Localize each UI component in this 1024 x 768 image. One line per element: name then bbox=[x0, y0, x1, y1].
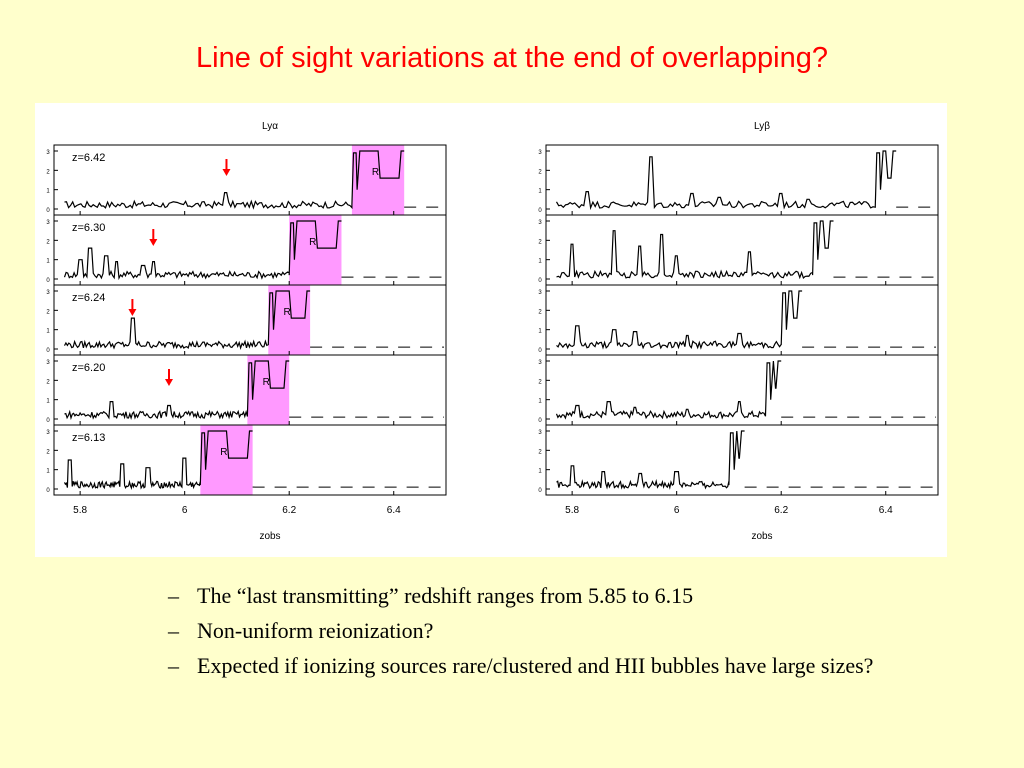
y-tick-label: 1 bbox=[46, 469, 50, 475]
shade-label: R bbox=[283, 307, 290, 318]
bullet-text: The “last transmitting” redshift ranges … bbox=[197, 583, 694, 608]
y-tick-label: 3 bbox=[538, 150, 542, 156]
y-tick-label: 1 bbox=[538, 189, 542, 195]
y-tick-label: 0 bbox=[538, 488, 542, 494]
shade-label: R bbox=[309, 237, 316, 248]
y-tick-label: 1 bbox=[538, 329, 542, 335]
row-frame bbox=[53, 424, 447, 496]
y-tick-label: 1 bbox=[46, 189, 50, 195]
y-tick-label: 2 bbox=[46, 379, 50, 385]
bullet-item: – Non-uniform reionization? bbox=[168, 613, 948, 648]
bullet-text: Expected if ionizing sources rare/cluste… bbox=[197, 653, 874, 678]
spectrum-line bbox=[64, 360, 290, 421]
arrow-head bbox=[128, 309, 137, 316]
spectrum-line bbox=[63, 220, 342, 281]
x-tick-label: 5.8 bbox=[565, 505, 579, 516]
y-tick-label: 0 bbox=[46, 418, 50, 424]
y-tick-label: 2 bbox=[538, 239, 542, 245]
x-tick-label: 6 bbox=[674, 505, 680, 516]
arrow-head bbox=[149, 239, 158, 246]
y-tick-label: 2 bbox=[46, 449, 50, 455]
y-tick-label: 2 bbox=[538, 449, 542, 455]
y-tick-label: 3 bbox=[46, 360, 50, 366]
y-tick-label: 0 bbox=[538, 418, 542, 424]
y-tick-label: 0 bbox=[46, 208, 50, 214]
y-tick-label: 1 bbox=[538, 259, 542, 265]
y-tick-label: 0 bbox=[538, 278, 542, 284]
arrow-head bbox=[222, 169, 231, 176]
shade-label: R bbox=[372, 167, 379, 178]
y-tick-label: 1 bbox=[538, 399, 542, 405]
y-tick-label: 0 bbox=[538, 208, 542, 214]
panel-title: Lyα bbox=[262, 121, 278, 132]
y-tick-label: 2 bbox=[46, 309, 50, 315]
redshift-label: z=6.42 bbox=[72, 152, 105, 164]
x-tick-label: 6.2 bbox=[282, 505, 296, 516]
bullet-dash: – bbox=[168, 653, 179, 678]
y-tick-label: 2 bbox=[538, 379, 542, 385]
y-tick-label: 3 bbox=[46, 430, 50, 436]
y-tick-label: 3 bbox=[46, 150, 50, 156]
bullet-text: Non-uniform reionization? bbox=[197, 618, 434, 643]
y-tick-label: 0 bbox=[46, 348, 50, 354]
y-tick-label: 1 bbox=[538, 469, 542, 475]
x-tick-label: 6 bbox=[182, 505, 188, 516]
bullet-item: – The “last transmitting” redshift ranges… bbox=[168, 578, 948, 613]
spectra-figure: Lyα R 0 1 2 3 z=6.42 R 0 1 2 3 z=6.30 R 0 1 2 3 z=6.24 R 0 1 2… bbox=[35, 103, 947, 557]
spectrum-line bbox=[556, 290, 803, 350]
y-tick-label: 3 bbox=[46, 220, 50, 226]
y-tick-label: 2 bbox=[46, 169, 50, 175]
bullet-dash: – bbox=[168, 583, 179, 608]
y-tick-label: 3 bbox=[538, 360, 542, 366]
bullet-list: – The “last transmitting” redshift ranges… bbox=[168, 578, 948, 683]
y-tick-label: 3 bbox=[46, 290, 50, 296]
x-axis-label: zobs bbox=[751, 531, 772, 542]
slide-title: Line of sight variations at the end of o… bbox=[196, 42, 828, 74]
x-tick-label: 6.4 bbox=[879, 505, 893, 516]
x-tick-label: 5.8 bbox=[73, 505, 87, 516]
y-tick-label: 3 bbox=[538, 220, 542, 226]
redshift-label: z=6.30 bbox=[72, 222, 105, 234]
spectrum-line bbox=[63, 430, 253, 490]
y-tick-label: 0 bbox=[46, 278, 50, 284]
shade-label: R bbox=[263, 377, 270, 388]
x-tick-label: 6.4 bbox=[387, 505, 401, 516]
y-tick-label: 1 bbox=[46, 329, 50, 335]
y-tick-label: 1 bbox=[46, 259, 50, 265]
redshift-label: z=6.24 bbox=[72, 292, 105, 304]
redshift-label: z=6.13 bbox=[72, 432, 105, 444]
x-tick-label: 6.2 bbox=[774, 505, 788, 516]
spectrum-line bbox=[555, 360, 782, 420]
spectrum-line bbox=[63, 290, 311, 350]
y-tick-label: 0 bbox=[46, 488, 50, 494]
bullet-item: – Expected if ionizing sources rare/clust… bbox=[168, 648, 948, 683]
y-tick-label: 2 bbox=[46, 239, 50, 245]
y-tick-label: 2 bbox=[538, 169, 542, 175]
bullet-dash: – bbox=[168, 618, 179, 643]
spectrum-line bbox=[556, 220, 834, 280]
y-tick-label: 2 bbox=[538, 309, 542, 315]
spectrum-line bbox=[556, 430, 745, 490]
arrow-head bbox=[164, 379, 173, 386]
row-frame bbox=[545, 424, 939, 496]
panel-title: Lyβ bbox=[754, 121, 770, 132]
y-tick-label: 0 bbox=[538, 348, 542, 354]
x-axis-label: zobs bbox=[259, 531, 280, 542]
y-tick-label: 1 bbox=[46, 399, 50, 405]
redshift-label: z=6.20 bbox=[72, 362, 105, 374]
y-tick-label: 3 bbox=[538, 290, 542, 296]
spectra-chart: Lyα R 0 1 2 3 z=6.42 R 0 1 2 3 z=6.30 R 0 1 2 3 z=6.24 R 0 1 2… bbox=[46, 121, 939, 542]
spectrum-line bbox=[555, 150, 897, 211]
shade-label: R bbox=[220, 447, 227, 458]
y-tick-label: 3 bbox=[538, 430, 542, 436]
spectrum-line bbox=[64, 150, 405, 210]
